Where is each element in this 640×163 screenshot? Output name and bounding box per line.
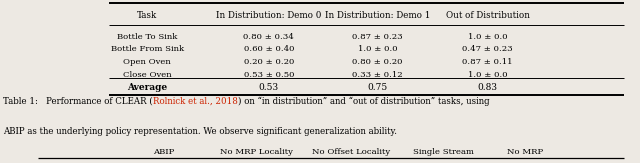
Text: Task: Task	[137, 11, 157, 20]
Text: 0.80 ± 0.34: 0.80 ± 0.34	[243, 33, 294, 41]
Text: 0.75: 0.75	[367, 83, 388, 92]
Text: 0.47 ± 0.23: 0.47 ± 0.23	[462, 45, 513, 53]
Text: No MRP Locality: No MRP Locality	[220, 148, 292, 156]
Text: Bottle From Sink: Bottle From Sink	[111, 45, 184, 53]
Text: In Distribution: Demo 1: In Distribution: Demo 1	[325, 11, 430, 20]
Text: 0.87 ± 0.23: 0.87 ± 0.23	[352, 33, 403, 41]
Text: Table 1:   Performance of CLEAR (: Table 1: Performance of CLEAR (	[3, 97, 153, 106]
Text: 1.0 ± 0.0: 1.0 ± 0.0	[468, 33, 508, 41]
Text: 1.0 ± 0.0: 1.0 ± 0.0	[468, 71, 508, 79]
Text: Out of Distribution: Out of Distribution	[445, 11, 530, 20]
Text: 0.53: 0.53	[259, 83, 279, 92]
Text: ABIP: ABIP	[152, 148, 174, 156]
Text: Close Oven: Close Oven	[123, 71, 172, 79]
Text: ABIP as the underlying policy representation. We observe significant generalizat: ABIP as the underlying policy representa…	[3, 127, 397, 136]
Text: 0.60 ± 0.40: 0.60 ± 0.40	[244, 45, 294, 53]
Text: Rolnick et al., 2018: Rolnick et al., 2018	[153, 97, 238, 106]
Text: 1.0 ± 0.0: 1.0 ± 0.0	[358, 45, 397, 53]
Text: No MRP: No MRP	[507, 148, 543, 156]
Text: 0.53 ± 0.50: 0.53 ± 0.50	[244, 71, 294, 79]
Text: 0.80 ± 0.20: 0.80 ± 0.20	[353, 58, 403, 66]
Text: Bottle To Sink: Bottle To Sink	[117, 33, 177, 41]
Text: In Distribution: Demo 0: In Distribution: Demo 0	[216, 11, 321, 20]
Text: No Offset Locality: No Offset Locality	[312, 148, 390, 156]
Text: 0.83: 0.83	[477, 83, 498, 92]
Text: 0.20 ± 0.20: 0.20 ± 0.20	[244, 58, 294, 66]
Text: Open Oven: Open Oven	[124, 58, 171, 66]
Text: 0.87 ± 0.11: 0.87 ± 0.11	[463, 58, 513, 66]
Text: 0.33 ± 0.12: 0.33 ± 0.12	[352, 71, 403, 79]
Text: Average: Average	[127, 83, 167, 92]
Text: ) on “in distribution” and “out of distribution” tasks, using: ) on “in distribution” and “out of distr…	[238, 97, 490, 106]
Text: Single Stream: Single Stream	[413, 148, 474, 156]
